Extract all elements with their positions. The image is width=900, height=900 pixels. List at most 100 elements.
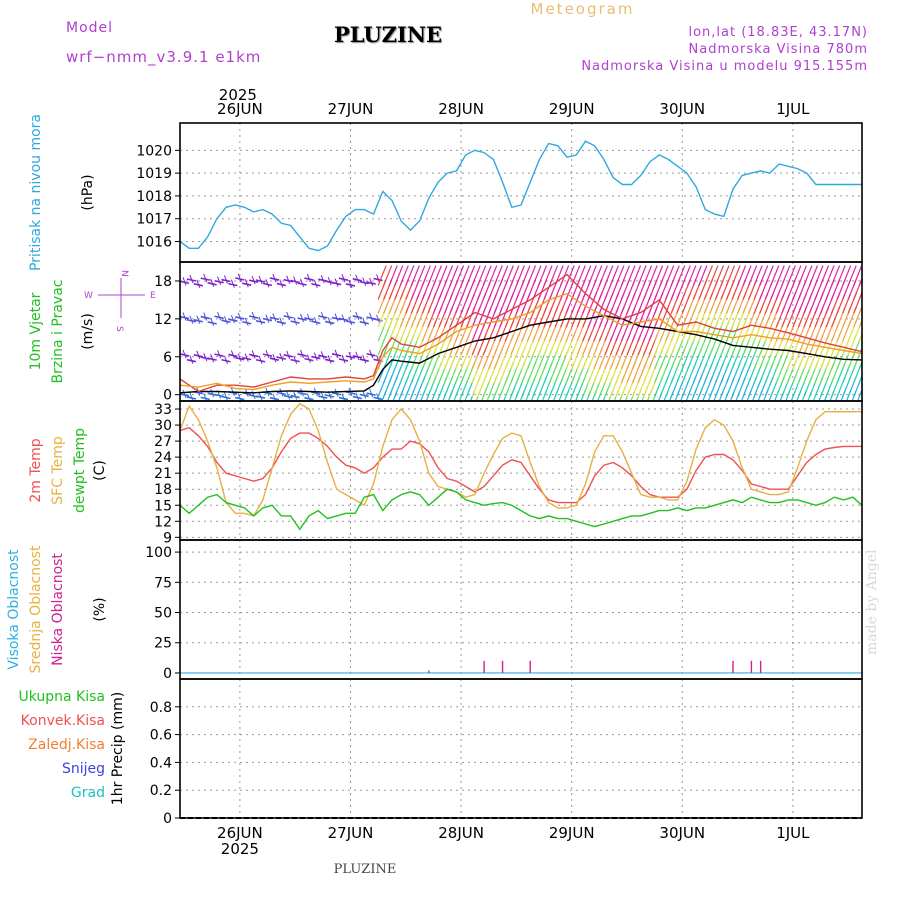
wind-arrow bbox=[477, 265, 487, 286]
side-label: Brzina i Pravac bbox=[50, 280, 66, 384]
wind-arrow bbox=[576, 265, 586, 286]
wind-arrow-head bbox=[272, 313, 277, 322]
panel-cloud: 0 25 50 75 100 (%) Visoka Oblacnost Srednja Obl… bbox=[6, 539, 863, 682]
wind-arrow-head bbox=[244, 279, 249, 288]
side-label: Niska Oblacnost bbox=[50, 553, 66, 666]
wind-arrow-head bbox=[320, 391, 325, 401]
wind-arrow-head bbox=[189, 392, 194, 401]
wind-arrow bbox=[731, 265, 741, 286]
wind-arrow-head bbox=[334, 388, 339, 397]
wind-arrow-head bbox=[355, 392, 360, 401]
y-tick-label: 50 bbox=[154, 606, 172, 622]
wind-arrow-head bbox=[279, 317, 284, 326]
wind-arrow-head bbox=[313, 317, 318, 326]
y-axis-label: 1hr Precip (mm) bbox=[110, 692, 126, 805]
wind-arrow bbox=[427, 265, 437, 286]
wind-arrow bbox=[460, 265, 470, 286]
y-tick-label: 0.2 bbox=[150, 783, 172, 799]
wind-arrow-head bbox=[272, 273, 277, 283]
wind-arrow-head bbox=[286, 391, 291, 400]
wind-arrow bbox=[537, 265, 548, 286]
wind-arrow bbox=[593, 265, 603, 286]
y-tick-label: 15 bbox=[154, 498, 172, 514]
wind-arrow-head bbox=[320, 351, 325, 360]
wind-arrow bbox=[455, 265, 465, 286]
wind-arrow bbox=[858, 290, 862, 300]
wind-arrow-head bbox=[237, 353, 242, 362]
wind-arrow bbox=[858, 360, 862, 370]
wind-arrow-head bbox=[265, 314, 270, 323]
wind-arrow bbox=[510, 265, 520, 286]
wind-arrow-head bbox=[224, 355, 228, 364]
wind-arrow bbox=[571, 265, 581, 286]
day-label-bottom: 27JUN bbox=[328, 824, 374, 842]
wind-arrow-head bbox=[189, 355, 194, 364]
model-label: Model bbox=[66, 20, 114, 36]
wind-arrow-head bbox=[355, 351, 360, 360]
wind-arrow bbox=[432, 265, 443, 286]
wind-arrow-head bbox=[182, 277, 187, 286]
y-tick-label: 9 bbox=[163, 530, 172, 546]
wind-arrow-head bbox=[313, 279, 318, 288]
panel-frame bbox=[179, 678, 863, 819]
wind-arrow-head bbox=[334, 349, 339, 358]
wind-arrow bbox=[687, 265, 697, 286]
wind-arrow-head bbox=[300, 278, 304, 288]
wind-arrow-head bbox=[196, 279, 201, 289]
compass-n: N bbox=[119, 270, 129, 277]
y-tick-label: 100 bbox=[145, 545, 172, 561]
wind-arrow bbox=[703, 265, 713, 286]
wind-arrow bbox=[847, 265, 857, 286]
day-label-top: 1JUL bbox=[776, 100, 810, 118]
wind-arrow-head bbox=[334, 313, 339, 322]
wind-arrow-head bbox=[258, 355, 263, 364]
wind-arrow bbox=[493, 265, 503, 286]
wind-arrow bbox=[858, 304, 862, 314]
wind-arrow bbox=[609, 265, 619, 286]
y-tick-label: 75 bbox=[154, 575, 172, 591]
y-tick-label: 12 bbox=[154, 312, 172, 328]
wind-arrow bbox=[631, 265, 642, 286]
y-tick-label: 30 bbox=[154, 418, 172, 434]
wind-arrow-head bbox=[279, 352, 284, 362]
side-label: SFC Temp bbox=[50, 436, 66, 505]
y-tick-label: 1019 bbox=[136, 166, 172, 182]
wind-vectors bbox=[180, 265, 862, 401]
wind-arrow-head bbox=[327, 317, 332, 326]
wind-arrow-head bbox=[300, 388, 304, 397]
wind-arrow-head bbox=[237, 273, 242, 283]
y-tick-label: 33 bbox=[154, 402, 172, 418]
wind-arrow-head bbox=[369, 349, 374, 358]
wind-arrow-head bbox=[362, 390, 367, 399]
y-tick-label: 0.6 bbox=[150, 728, 172, 744]
wind-arrow-head bbox=[203, 393, 208, 401]
wind-arrow bbox=[836, 265, 846, 286]
day-label-bottom: 26JUN bbox=[217, 824, 263, 842]
wind-arrow-head bbox=[224, 316, 228, 325]
wind-arrow bbox=[831, 265, 841, 286]
footer-station: PLUZINE bbox=[333, 862, 397, 877]
wind-arrow-head bbox=[251, 311, 256, 321]
wind-arrow-head bbox=[258, 275, 263, 285]
y-tick-label: 0.4 bbox=[150, 755, 172, 771]
wind-arrow-head bbox=[224, 275, 228, 284]
wind-arrow-head bbox=[376, 314, 381, 324]
wind-arrow bbox=[786, 265, 796, 286]
wind-arrow bbox=[698, 265, 708, 286]
wind-arrow-head bbox=[182, 312, 187, 321]
wind-arrow-head bbox=[251, 350, 256, 359]
day-label-top: 29JUN bbox=[549, 100, 595, 118]
series-line-s0 bbox=[179, 140, 862, 252]
model-elevation-label: Nadmorska Visina u modelu 915.155m bbox=[581, 59, 868, 74]
wind-arrow bbox=[582, 265, 592, 286]
wind-arrow bbox=[604, 265, 614, 286]
y-tick-label: 1016 bbox=[136, 234, 172, 250]
legend-entry: Ukupna Kisa bbox=[18, 689, 105, 705]
wind-arrow bbox=[482, 265, 492, 286]
wind-arrow bbox=[858, 277, 862, 286]
wind-arrow-head bbox=[355, 311, 360, 321]
wind-arrow bbox=[443, 265, 454, 286]
wind-arrow-head bbox=[362, 277, 367, 286]
